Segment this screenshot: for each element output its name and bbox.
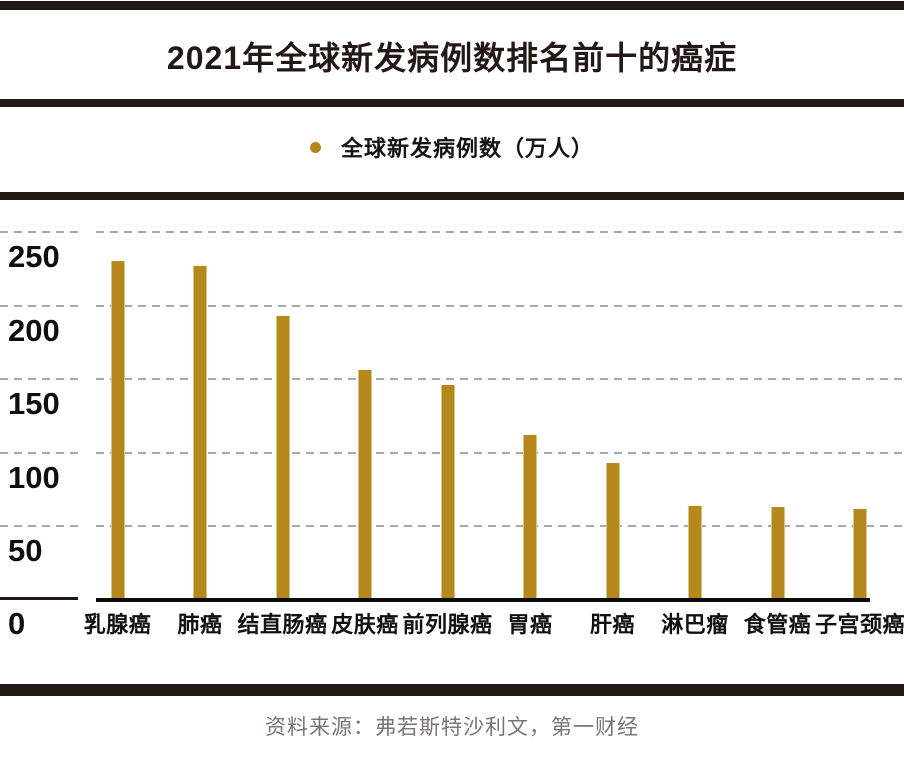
bar-4 [358,370,372,600]
gridline-150-seg1 [96,378,904,381]
category-label-5: 前列腺癌 [402,612,493,637]
category-label-9: 食管癌 [743,612,812,637]
source-note: 资料来源：弗若斯特沙利文，第一财经 [265,716,639,739]
y-tick-label-200: 200 [8,312,60,348]
legend-divider-rule [0,192,904,200]
y-tick-label-250: 250 [8,239,60,274]
bar-6 [523,435,537,600]
gridline-200-seg0 [0,304,78,307]
gridline-200-seg1 [96,304,904,307]
category-label-6: 胃癌 [507,612,553,637]
category-label-1: 乳腺癌 [83,612,152,637]
top-rule [0,1,904,10]
y-tick-label-0: 0 [8,606,26,641]
legend-label: 全球新发病例数（万人） [340,136,594,161]
y-tick-label-50: 50 [8,533,43,569]
zero-baseline-segment [0,597,78,600]
bar-3 [275,315,290,600]
category-label-10: 子宫颈癌 [814,612,904,637]
x-axis-line [96,598,870,602]
gridline-50-seg1 [96,525,904,528]
gridline-100-seg0 [0,451,78,454]
chart-title: 2021年全球新发病例数排名前十的癌症 [166,40,738,76]
bar-7 [605,463,620,600]
bar-8 [688,505,702,600]
category-label-7: 肝癌 [589,612,635,637]
category-label-8: 淋巴瘤 [661,612,729,637]
bar-10 [853,508,867,600]
bar-1 [110,261,125,600]
gridline-50-seg0 [0,525,78,528]
bar-2 [193,265,207,600]
gridline-100-seg1 [96,451,904,454]
category-label-2: 肺癌 [177,612,223,637]
bar-5 [440,385,455,600]
bottom-rule [0,684,904,696]
bar-chart: 0 50 100 150 200 250 乳腺癌 肺癌 结直肠癌 皮肤癌 前列腺癌 胃癌 肝癌 淋巴瘤食… [0,231,904,641]
title-divider-rule [0,99,904,107]
y-tick-label-150: 150 [8,386,60,422]
category-label-4: 皮肤癌 [331,612,399,637]
y-tick-label-100: 100 [8,459,60,495]
legend: 全球新发病例数（万人） [0,132,904,162]
gridline-250-seg0 [0,231,78,233]
gridline-150-seg0 [0,378,78,381]
legend-dot-icon [309,141,321,153]
category-label-3: 结直肠癌 [237,612,328,637]
gridline-250-seg1 [96,231,904,233]
bar-9 [770,507,785,600]
